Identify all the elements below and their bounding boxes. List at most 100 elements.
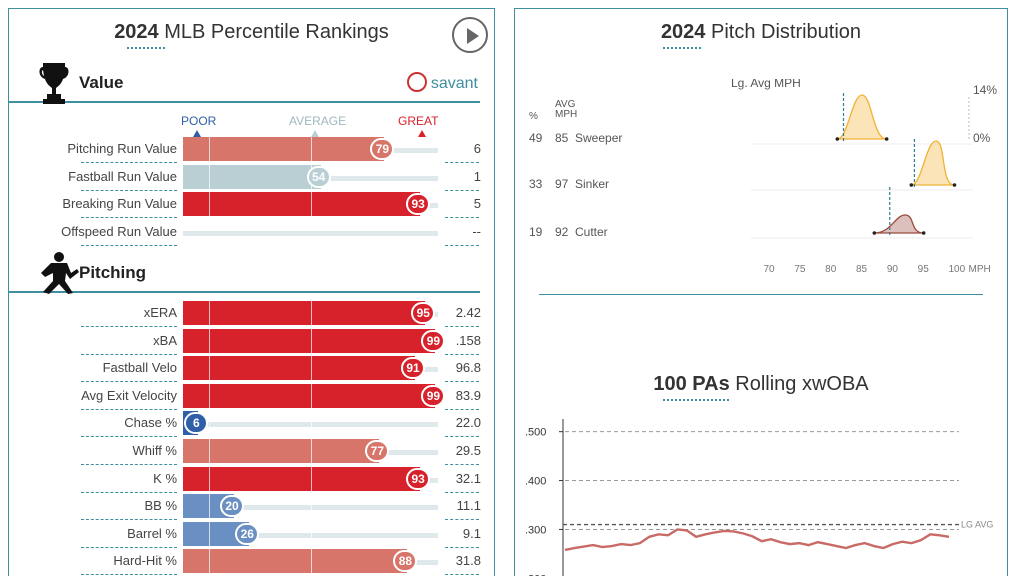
metric-row[interactable]: xBA 99 .158	[9, 328, 489, 355]
metric-label: Offspeed Run Value	[61, 223, 177, 239]
percentile-bubble: 99	[421, 384, 446, 407]
metric-row[interactable]: Chase % 6 22.0	[9, 411, 489, 438]
metric-row[interactable]: Avg Exit Velocity 99 83.9	[9, 383, 489, 410]
scale-average-label: AVERAGE	[289, 114, 347, 128]
metric-row[interactable]: Pitching Run Value 79 6	[9, 137, 489, 163]
percentile-bubble: 77	[365, 440, 390, 462]
percentile-gridline	[310, 494, 312, 519]
percentile-gridline	[208, 137, 210, 161]
metric-value: 96.8	[455, 360, 481, 376]
metric-row[interactable]: Barrel % 26 9.1	[9, 521, 489, 548]
rankings-title: 2024 MLB Percentile Rankings	[114, 21, 389, 43]
row-divider	[445, 189, 479, 191]
row-divider	[81, 408, 177, 410]
dist-header-pct: %	[529, 111, 538, 122]
row-divider	[445, 408, 479, 410]
pitch-name: Sinker	[575, 177, 609, 191]
metric-row[interactable]: Breaking Run Value 93 5	[9, 192, 489, 218]
row-divider	[81, 574, 177, 576]
percentile-gridline	[208, 494, 210, 519]
percentile-gridline	[310, 521, 312, 546]
pitch-pct: 33	[529, 177, 543, 191]
pitch-density	[837, 94, 887, 140]
savant-logo[interactable]: savant	[406, 72, 478, 93]
metric-label: Breaking Run Value	[62, 196, 177, 211]
percentile-gridline	[310, 328, 312, 353]
row-divider	[445, 353, 479, 355]
scale-poor-label: POOR	[181, 114, 217, 128]
scale-great-label: GREAT	[398, 114, 439, 128]
metric-row[interactable]: Fastball Velo 91 96.8	[9, 356, 489, 383]
percentile-bar	[183, 137, 385, 161]
percentile-gridline	[208, 549, 210, 574]
row-divider	[445, 436, 479, 438]
pct-scale-bottom: 0%	[973, 131, 991, 145]
metric-value: 9.1	[462, 525, 481, 541]
percentile-bubble: 54	[306, 165, 331, 188]
percentile-gridline	[208, 301, 210, 325]
dist-header-mph: MPH	[555, 109, 577, 120]
percentile-gridline	[310, 301, 312, 325]
percentile-gridline	[310, 383, 312, 408]
row-divider	[445, 217, 479, 218]
row-divider	[81, 436, 177, 438]
pitch-pct: 49	[529, 131, 543, 145]
play-icon[interactable]	[452, 17, 488, 53]
metric-row[interactable]: Whiff % 77 29.5	[9, 439, 489, 465]
rolling-title-underline	[663, 399, 729, 402]
metric-value: 6	[473, 141, 481, 156]
title-underline	[127, 47, 165, 50]
x-tick-label: 90	[887, 264, 899, 275]
distribution-title: 2024 Pitch Distribution	[660, 21, 862, 43]
value-section-label: Value	[79, 73, 124, 92]
row-divider	[81, 464, 177, 465]
row-divider	[81, 519, 177, 521]
percentile-bar	[183, 192, 421, 216]
row-divider	[81, 189, 177, 191]
league-avg-label: LG AVG	[961, 520, 993, 530]
metric-row[interactable]: xERA 95 2.42	[9, 301, 489, 327]
metric-row[interactable]: Offspeed Run Value --	[9, 220, 489, 246]
percentile-gridline	[310, 411, 312, 436]
percentile-gridline	[310, 439, 312, 463]
percentile-track	[183, 230, 438, 236]
x-tick-label: 70	[764, 264, 776, 275]
metric-value: .158	[455, 332, 481, 348]
metric-row[interactable]: Fastball Run Value 54 1	[9, 164, 489, 191]
metric-row[interactable]: BB % 20 11.1	[9, 494, 489, 521]
pitch-avg-mph: 92	[555, 225, 569, 239]
section-divider	[539, 294, 983, 295]
poor-arrow-icon	[193, 130, 201, 137]
percentile-bar	[183, 466, 421, 491]
pitch-max-dot	[952, 183, 957, 187]
row-divider	[81, 217, 177, 218]
row-divider	[445, 546, 479, 548]
pitching-section-label: Pitching	[79, 263, 147, 282]
xwoba-line	[564, 528, 950, 552]
x-tick-label: 100	[949, 264, 966, 275]
metric-value: 83.9	[455, 387, 481, 403]
percentile-bar	[183, 356, 416, 381]
percentile-gridline	[310, 549, 312, 574]
row-divider	[81, 162, 177, 163]
metric-label: BB %	[144, 498, 177, 514]
average-arrow-icon	[311, 130, 319, 137]
great-arrow-icon	[418, 130, 426, 137]
percentile-gridline	[208, 192, 210, 216]
metric-row[interactable]: K % 93 32.1	[9, 466, 489, 493]
percentile-gridline	[208, 466, 210, 491]
percentile-bubble: 93	[406, 193, 431, 215]
dist-header-avg: AVG	[555, 99, 576, 110]
metric-row[interactable]: Hard-Hit % 88 31.8	[9, 549, 489, 576]
row-divider	[445, 244, 479, 246]
pct-scale-top: 14%	[973, 83, 997, 97]
pitch-pct: 19	[529, 225, 543, 239]
percentile-bar	[183, 439, 380, 463]
metric-value: 5	[473, 196, 481, 211]
pitch-density	[911, 140, 955, 186]
row-divider	[445, 381, 479, 383]
pitch-density	[874, 214, 924, 234]
metric-label: xERA	[143, 305, 177, 320]
percentile-gridline	[208, 328, 210, 353]
